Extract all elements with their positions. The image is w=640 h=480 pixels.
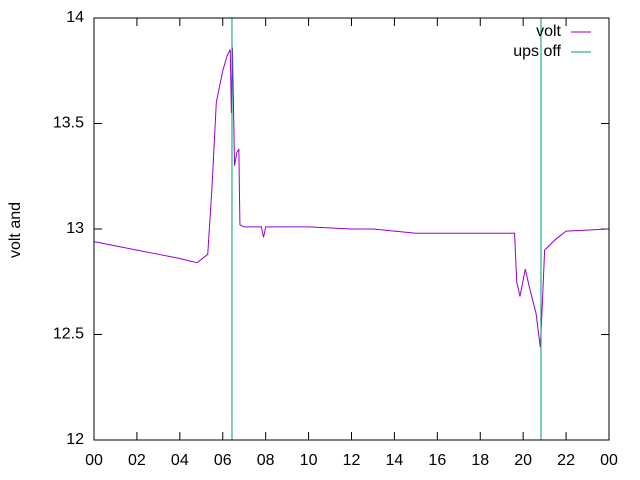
series-line (93, 47, 610, 348)
x-tick-label: 06 (214, 452, 232, 469)
x-tick-label: 08 (257, 452, 275, 469)
x-tick-label: 04 (171, 452, 189, 469)
x-tick-label: 22 (557, 452, 575, 469)
y-tick-label: 13 (66, 220, 84, 237)
x-tick-label: 00 (600, 452, 618, 469)
x-tick-label: 10 (300, 452, 318, 469)
y-tick-label: 12.5 (53, 326, 84, 343)
x-tick-label: 18 (471, 452, 489, 469)
y-axis-label: volt and (7, 202, 24, 258)
x-tick-label: 20 (514, 452, 532, 469)
x-tick-label: 12 (343, 452, 361, 469)
legend-label: ups off (513, 43, 561, 60)
x-tick-label: 00 (85, 452, 103, 469)
y-tick-label: 12 (66, 431, 84, 448)
plot-border (93, 17, 610, 441)
x-tick-label: 16 (428, 452, 446, 469)
y-tick-label: 13.5 (53, 115, 84, 132)
x-tick-label: 14 (386, 452, 404, 469)
legend-label: volt (536, 23, 561, 40)
x-tick-label: 02 (128, 452, 146, 469)
y-tick-label: 14 (66, 9, 84, 26)
